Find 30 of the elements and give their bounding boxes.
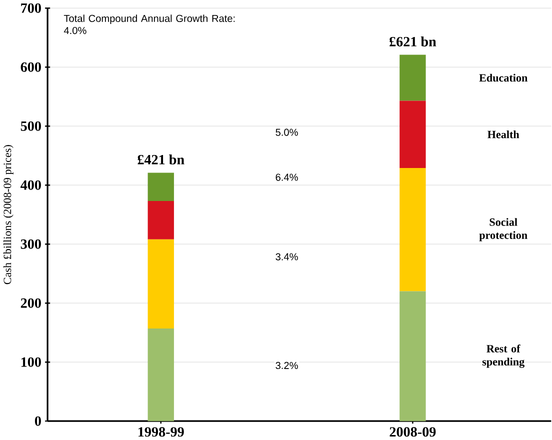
- y-tick-label: 100: [21, 357, 41, 367]
- text: Education: [479, 74, 528, 82]
- annotation: 6.4%: [276, 174, 298, 181]
- x-tick-label: 2008-09: [390, 427, 436, 437]
- annotation: 3.2%: [276, 362, 298, 370]
- annotation: Total Compound Annual Growth Rate: 4.0%: [64, 14, 235, 34]
- total-label: £421 bn: [138, 154, 184, 164]
- annotation: 3.4%: [276, 253, 298, 260]
- bar: [148, 239, 174, 328]
- y-tick-label: 300: [20, 239, 41, 249]
- bar: [400, 291, 426, 422]
- y-tick-label: 700: [21, 3, 41, 13]
- bar: [400, 54, 426, 101]
- y-axis-title: Cash £billions (2008-09 prices): [3, 145, 14, 284]
- annotation: 5.0%: [276, 128, 298, 136]
- y-tick-label: 500: [20, 121, 41, 131]
- y-tick-label: 600: [20, 62, 41, 72]
- y-tick-label: 0: [34, 416, 41, 426]
- text: Rest of spending: [482, 344, 524, 368]
- bar: [148, 328, 174, 422]
- bar: [400, 168, 426, 292]
- text: Health: [488, 130, 520, 138]
- y-tick-label: 400: [20, 180, 41, 190]
- bar: [148, 201, 174, 240]
- text: Social protection: [479, 218, 528, 242]
- y-tick-label: 200: [20, 298, 41, 308]
- bar: [148, 172, 174, 202]
- total-label: £621 bn: [390, 36, 436, 46]
- bar: [400, 100, 426, 168]
- x-tick-label: 1998-99: [138, 427, 184, 437]
